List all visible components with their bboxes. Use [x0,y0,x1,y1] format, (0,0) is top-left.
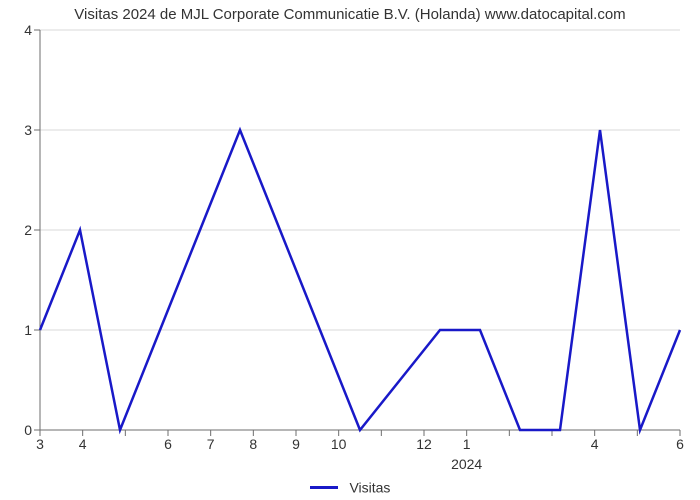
x-tick-label: 3 [36,430,44,452]
series-line [40,130,680,430]
x-axis-year-label: 2024 [451,430,482,472]
y-tick-label: 2 [24,222,40,238]
plot-area: 0123434678910121462024 [40,30,680,430]
x-tick-label: 4 [79,430,87,452]
x-tick-label: 6 [164,430,172,452]
y-tick-label: 4 [24,22,40,38]
x-tick-label: 8 [249,430,257,452]
x-tick-label: 4 [591,430,599,452]
x-tick-label: 12 [416,430,432,452]
y-tick-label: 1 [24,322,40,338]
chart-title: Visitas 2024 de MJL Corporate Communicat… [0,6,700,23]
legend-label: Visitas [349,479,390,495]
chart-svg [40,30,680,442]
chart-container: Visitas 2024 de MJL Corporate Communicat… [0,0,700,500]
y-tick-label: 3 [24,122,40,138]
legend: Visitas [0,478,700,495]
legend-swatch [310,486,338,489]
x-tick-label: 7 [207,430,215,452]
x-tick-label: 10 [331,430,347,452]
x-tick-label: 9 [292,430,300,452]
x-tick-label: 6 [676,430,684,452]
